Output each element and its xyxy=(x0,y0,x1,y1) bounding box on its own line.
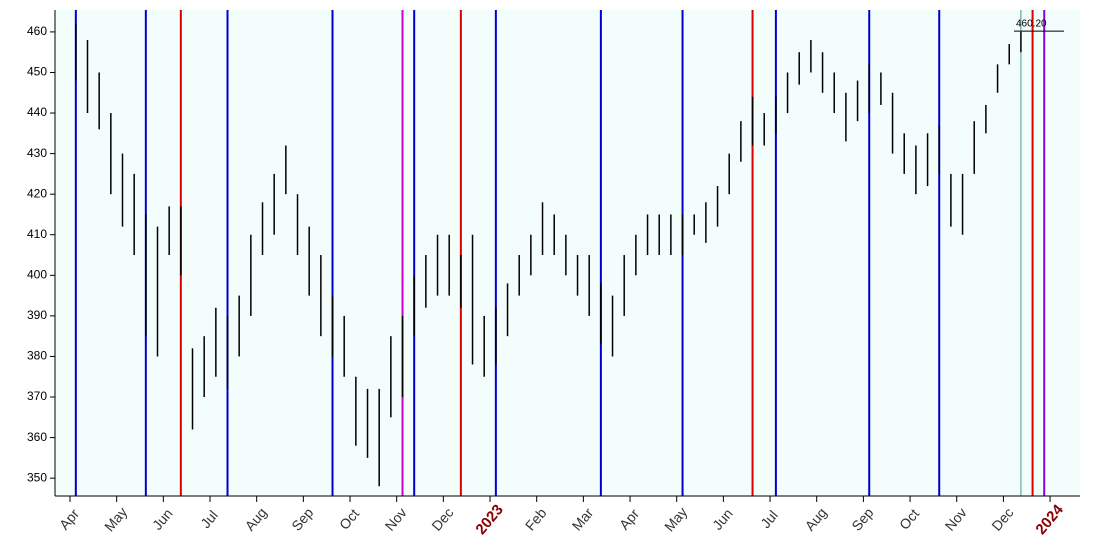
x-tick-label: Oct xyxy=(336,506,362,533)
x-tick-label: Dec xyxy=(988,504,1016,533)
last-value-label: 460.20 xyxy=(1016,19,1047,30)
y-tick-label: 370 xyxy=(27,389,47,403)
x-tick-label: Jun xyxy=(149,505,176,533)
y-tick-label: 350 xyxy=(27,470,47,484)
x-tick-label: 2023 xyxy=(472,501,506,537)
y-tick-label: 450 xyxy=(27,65,47,79)
x-tick-label: Mar xyxy=(568,505,596,534)
x-tick-label: Oct xyxy=(896,506,922,533)
x-tick-label: Apr xyxy=(616,505,642,532)
x-tick-label: Jul xyxy=(757,507,781,531)
x-tick-label: May xyxy=(661,504,690,535)
x-tick-label: Jun xyxy=(709,505,736,533)
x-tick-label: Apr xyxy=(56,505,82,532)
y-tick-label: 440 xyxy=(27,105,47,119)
y-tick-label: 460 xyxy=(27,24,47,38)
x-tick-label: Dec xyxy=(428,504,456,533)
y-tick-label: 400 xyxy=(27,267,47,281)
x-tick-label: Aug xyxy=(802,504,830,533)
y-tick-label: 430 xyxy=(27,146,47,160)
x-tick-label: Nov xyxy=(382,504,410,533)
x-tick-label: 2024 xyxy=(1032,501,1067,538)
x-tick-label: Jul xyxy=(197,507,221,531)
x-tick-label: Aug xyxy=(242,504,270,533)
y-tick-label: 410 xyxy=(27,227,47,241)
x-tick-label: Sep xyxy=(848,504,876,534)
y-tick-label: 390 xyxy=(27,308,47,322)
x-tick-label: Feb xyxy=(522,505,550,534)
y-tick-label: 380 xyxy=(27,349,47,363)
x-tick-label: May xyxy=(101,504,130,535)
x-tick-label: Sep xyxy=(288,504,316,534)
y-tick-label: 420 xyxy=(27,186,47,200)
x-tick-label: Nov xyxy=(942,504,970,533)
y-tick-label: 360 xyxy=(27,430,47,444)
plot-background xyxy=(55,10,1080,496)
